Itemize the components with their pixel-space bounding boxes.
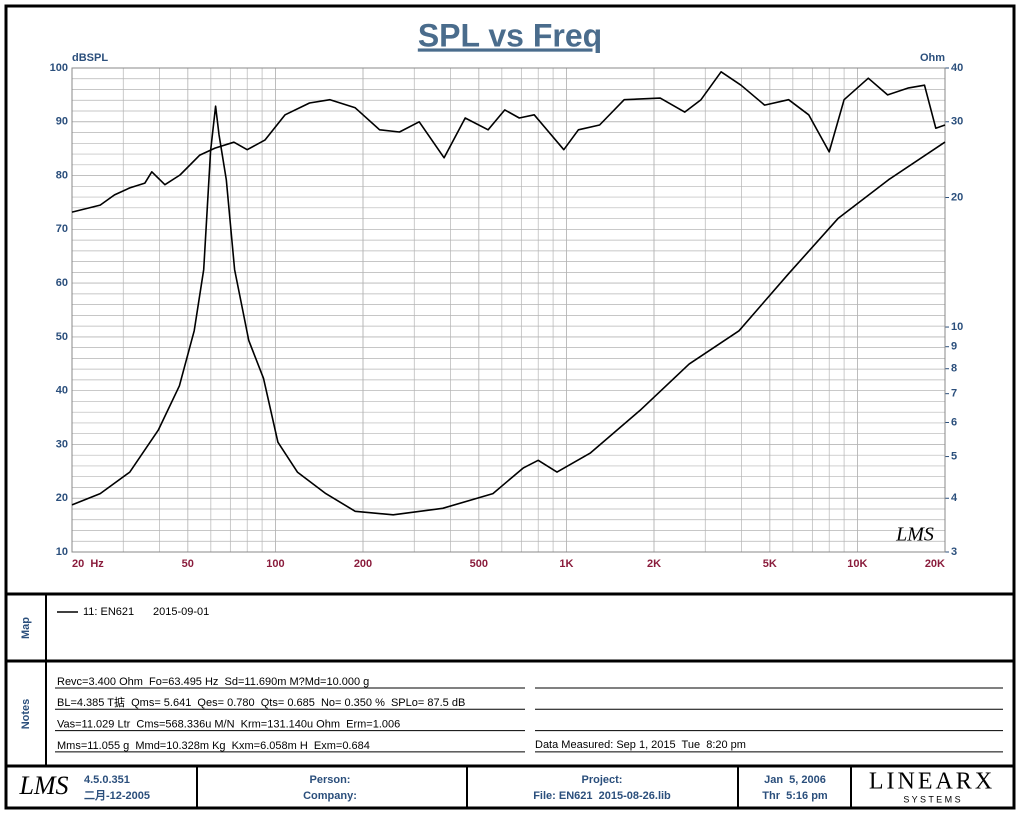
y-tick-label: 40: [56, 385, 68, 397]
x-tick-label: 20K: [925, 558, 945, 570]
x-tick-label: 2K: [647, 558, 661, 570]
y2-tick-label: 20: [951, 191, 963, 203]
build-date: 二月-12-2005: [84, 789, 150, 802]
y2-tick-label: 10: [951, 321, 963, 333]
series-line: [71, 105, 946, 516]
frame: [4, 4, 1016, 810]
y-tick-label: 90: [56, 116, 68, 128]
note-line: Vas=11.029 Ltr Cms=568.336u M/N Krm=131.…: [57, 719, 400, 731]
x-tick-label: 500: [470, 558, 488, 570]
x-tick-label: 200: [354, 558, 372, 570]
y-tick-label: 10: [56, 546, 68, 558]
x-tick-label: 50: [182, 558, 194, 570]
x-tick-label: 1K: [559, 558, 573, 570]
x-tick-label: 10K: [847, 558, 867, 570]
date: Jan 5, 2006: [764, 774, 826, 786]
person: Person:: [310, 774, 351, 786]
y2-tick-label: 8: [951, 363, 957, 375]
y-tick-label: 60: [56, 277, 68, 289]
y-tick-label: 80: [56, 169, 68, 181]
y2-tick-label: 9: [951, 341, 957, 353]
y-tick-label: 100: [50, 62, 68, 74]
note-line: Revc=3.400 Ohm Fo=63.495 Hz Sd=11.690m M…: [57, 676, 369, 688]
logo: LMS: [18, 771, 68, 800]
y-tick-label: 70: [56, 223, 68, 235]
y2-axis-label: Ohm: [920, 52, 945, 64]
y-axis-label: dBSPL: [72, 52, 108, 64]
map-label: Map: [20, 617, 32, 639]
y2-tick-label: 3: [951, 546, 957, 558]
notes: Revc=3.400 Ohm Fo=63.495 Hz Sd=11.690m M…: [55, 676, 1003, 753]
footer: LMS 4.5.0.351 二月-12-2005 Person: Company…: [18, 766, 995, 808]
x-tick-label: 100: [266, 558, 284, 570]
y-tick-label: 30: [56, 438, 68, 450]
x-tick-label: 5K: [763, 558, 777, 570]
y-tick-label: 50: [56, 331, 68, 343]
y2-tick-label: 40: [951, 62, 963, 74]
y2-tick-label: 30: [951, 116, 963, 128]
x-tick-label: 20 Hz: [72, 558, 104, 570]
y2-tick-label: 5: [951, 450, 957, 462]
plot-border: [71, 67, 946, 553]
chart-title: SPL vs Freq: [418, 17, 602, 53]
notes-label: Notes: [20, 699, 32, 730]
brand-sub: S Y S T E M S: [903, 794, 960, 804]
y2-tick-label: 4: [951, 492, 958, 504]
y2-tick-label: 7: [951, 388, 957, 400]
file: File: EN621 2015-08-26.lib: [533, 790, 671, 802]
series-line: [71, 71, 946, 213]
brand: LINEARX: [869, 769, 995, 795]
project: Project:: [582, 774, 623, 786]
legend-entry: 11: EN621: [83, 606, 134, 618]
plot: 20 Hz 50 100 200 500 1K 2K 5K 10K 20K 10 20 30 40 50 60…: [50, 62, 964, 570]
time: Thr 5:16 pm: [762, 790, 828, 802]
company: Company:: [303, 790, 357, 802]
legend-date: 2015-09-01: [153, 606, 209, 618]
watermark: LMS: [895, 524, 934, 546]
measured: Data Measured: Sep 1, 2015 Tue 8:20 pm: [535, 739, 746, 751]
version: 4.5.0.351: [84, 774, 130, 786]
y-tick-label: 20: [56, 492, 68, 504]
note-line: BL=4.385 T掂 Qms= 5.641 Qes= 0.780 Qts= 0…: [57, 695, 465, 709]
y2-tick-label: 6: [951, 416, 957, 428]
note-line: Mms=11.055 g Mmd=10.328m Kg Kxm=6.058m H…: [57, 740, 370, 752]
